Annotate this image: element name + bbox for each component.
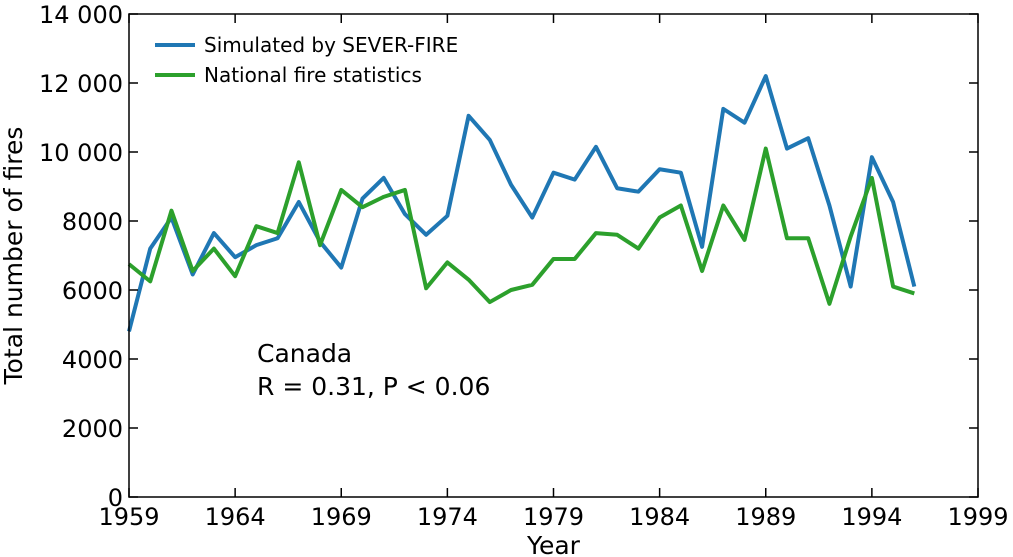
legend-label-1: Simulated by SEVER-FIRE [204, 33, 458, 57]
x-tick-label: 1984 [629, 503, 690, 531]
legend: Simulated by SEVER-FIRE National fire sta… [155, 33, 458, 87]
x-tick-label: 1959 [98, 503, 159, 531]
x-axis-title: Year [526, 531, 581, 557]
y-tick-label: 4000 [62, 346, 123, 374]
x-tick-label: 1964 [205, 503, 266, 531]
y-tick-label: 6000 [62, 277, 123, 305]
axis-ticks-layer: 1959 1964 1969 1974 1979 1984 1989 1994 1999 0 200… [39, 1, 1009, 531]
x-tick-label: 1989 [735, 503, 796, 531]
x-tick-label: 1969 [311, 503, 372, 531]
series-line-2 [127, 146, 915, 306]
y-tick-label: 10 000 [39, 139, 123, 167]
series-line-1 [127, 74, 917, 332]
annotation-line-1: Canada [257, 339, 352, 368]
x-tick-label: 1999 [947, 503, 1008, 531]
y-tick-label: 2000 [62, 415, 123, 443]
x-tick-label: 1979 [523, 503, 584, 531]
series-lines-layer [127, 74, 917, 332]
y-axis-title: Total number of fires [0, 127, 28, 386]
x-tick-label: 1974 [417, 503, 478, 531]
y-tick-label: 12 000 [39, 70, 123, 98]
y-tick-label: 8000 [62, 208, 123, 236]
annotation-line-2: R = 0.31, P < 0.06 [257, 372, 490, 401]
legend-label-2: National fire statistics [204, 63, 422, 87]
x-tick-label: 1994 [841, 503, 902, 531]
annotation-text: Canada R = 0.31, P < 0.06 [257, 339, 490, 401]
y-tick-label: 14 000 [39, 1, 123, 29]
y-tick-label: 0 [108, 484, 123, 512]
